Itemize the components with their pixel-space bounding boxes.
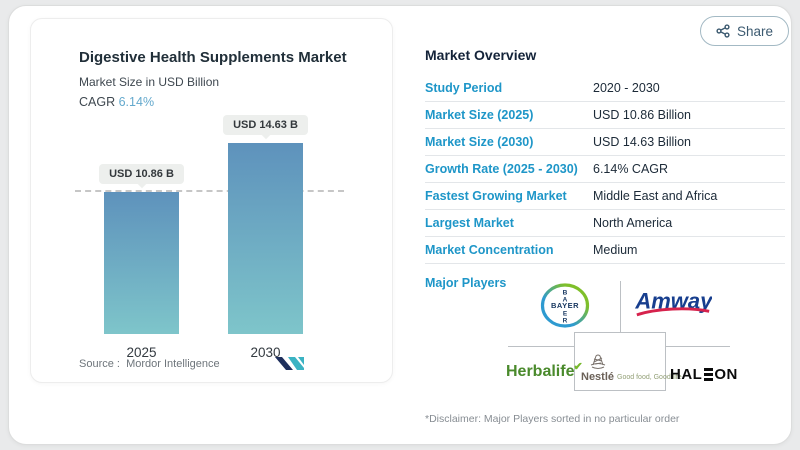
row-value: USD 14.63 Billion — [593, 135, 691, 149]
nestle-nest-icon — [590, 354, 605, 369]
row-label: Market Concentration — [425, 243, 554, 257]
cagr-label: CAGR — [79, 95, 116, 109]
x-axis-label-2025: 2025 — [126, 345, 157, 360]
nestle-logo-box: Nestlé Good food, Good life — [574, 332, 682, 391]
amway-logo: Amway — [634, 288, 712, 317]
bayer-v-letter: R — [563, 318, 568, 325]
source-row: Source : Mordor Intelligence — [79, 358, 220, 370]
herbalife-leaf-icon: ✔ — [573, 361, 583, 373]
overview-table: Study Period 2020 - 2030 Market Size (20… — [425, 75, 785, 264]
nestle-wordmark: Nestlé — [581, 371, 615, 383]
table-row: Fastest Growing Market Middle East and A… — [425, 183, 785, 210]
row-value: 2020 - 2030 — [593, 81, 660, 95]
row-value: 6.14% CAGR — [593, 162, 669, 176]
nestle-logo: Nestlé — [581, 353, 614, 383]
mordor-intelligence-logo-icon — [275, 357, 304, 370]
bayer-v-letter: A — [563, 297, 568, 304]
players-vertical-divider — [620, 281, 621, 332]
cagr-row: CAGR 6.14% — [79, 95, 154, 109]
bar-value-label: USD 10.86 B — [99, 164, 184, 184]
bar-column-2025: USD 10.86 B — [99, 164, 184, 334]
row-label: Growth Rate (2025 - 2030) — [425, 162, 578, 176]
players-horizontal-divider-right — [666, 346, 730, 347]
herbalife-text: Herbalife — [506, 363, 575, 380]
haleon-text-left: HAL — [670, 366, 703, 383]
bar-2025 — [104, 192, 179, 334]
table-row: Market Concentration Medium — [425, 237, 785, 264]
bayer-logo: BAYER B A E R — [540, 283, 590, 328]
nestle-tagline: Good food, Good life — [617, 374, 682, 381]
row-label: Market Size (2025) — [425, 108, 534, 122]
haleon-text-right: ON — [714, 366, 738, 383]
overview-title: Market Overview — [425, 47, 537, 63]
bar-column-2030: USD 14.63 B — [223, 115, 308, 334]
bayer-v-letter: E — [563, 311, 568, 318]
market-chart-card: Digestive Health Supplements Market Mark… — [30, 18, 393, 383]
players-disclaimer: *Disclaimer: Major Players sorted in no … — [425, 413, 680, 425]
players-horizontal-divider-left — [508, 346, 574, 347]
cagr-value: 6.14% — [118, 95, 155, 109]
row-label: Fastest Growing Market — [425, 189, 567, 203]
row-label: Market Size (2030) — [425, 135, 534, 149]
bar-value-label: USD 14.63 B — [223, 115, 308, 135]
haleon-logo: HAL ON — [670, 366, 738, 383]
row-label: Largest Market — [425, 216, 514, 230]
share-button[interactable]: Share — [700, 16, 790, 46]
major-players-label: Major Players — [425, 276, 507, 290]
table-row: Market Size (2030) USD 14.63 Billion — [425, 129, 785, 156]
chart-title: Digestive Health Supplements Market — [79, 49, 347, 66]
chart-subtitle: Market Size in USD Billion — [79, 75, 220, 89]
bayer-v-letter: B — [563, 290, 568, 297]
row-value: North America — [593, 216, 673, 230]
table-row: Market Size (2025) USD 10.86 Billion — [425, 102, 785, 129]
table-row: Growth Rate (2025 - 2030) 6.14% CAGR — [425, 156, 785, 183]
table-row: Study Period 2020 - 2030 — [425, 75, 785, 102]
row-value: USD 10.86 Billion — [593, 108, 691, 122]
herbalife-logo: Herbalife ✔ — [506, 361, 583, 381]
row-label: Study Period — [425, 81, 503, 95]
x-axis-label-2030: 2030 — [250, 345, 281, 360]
bayer-horizontal-text: BAYER — [551, 301, 579, 310]
row-value: Medium — [593, 243, 638, 257]
share-button-label: Share — [737, 23, 774, 39]
haleon-e-bars-icon — [703, 368, 713, 381]
table-row: Largest Market North America — [425, 210, 785, 237]
reference-dashed-line — [75, 190, 344, 192]
source-label: Source : — [79, 358, 120, 370]
row-value: Middle East and Africa — [593, 189, 718, 203]
source-name: Mordor Intelligence — [126, 358, 220, 370]
bar-2030 — [228, 143, 303, 334]
share-icon — [716, 24, 730, 38]
